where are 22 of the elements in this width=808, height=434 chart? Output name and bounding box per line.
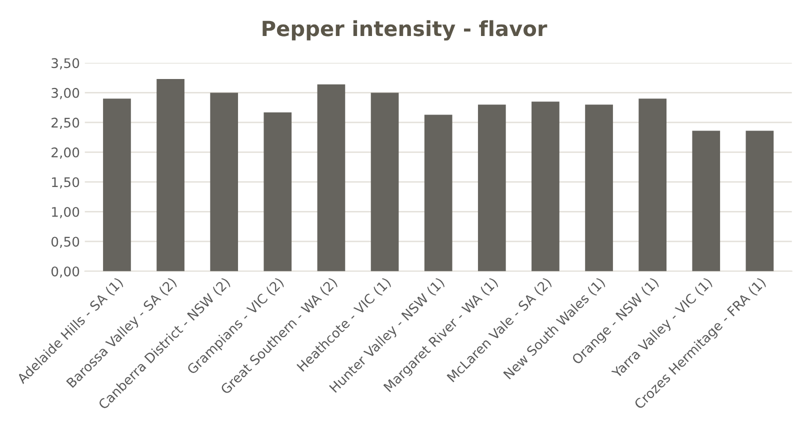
bar xyxy=(210,92,238,272)
y-tick-label: 0,50 xyxy=(51,236,80,248)
bar xyxy=(264,112,292,272)
bar xyxy=(156,79,184,272)
y-tick-label: 2,00 xyxy=(52,147,80,159)
bar xyxy=(532,102,560,272)
bar xyxy=(370,92,399,272)
chart-title: Pepper intensity - flavor xyxy=(262,20,548,41)
bar xyxy=(585,104,613,272)
bar xyxy=(317,84,346,272)
y-tick-label: 3,00 xyxy=(52,88,80,100)
bar xyxy=(692,130,720,272)
bar xyxy=(478,104,506,272)
y-tick-label: 0,00 xyxy=(51,266,80,278)
y-tick-label: 1,00 xyxy=(52,206,80,218)
y-tick-label: 3,50 xyxy=(52,58,80,70)
bar xyxy=(638,98,667,272)
bar xyxy=(103,98,131,272)
y-tick-label: 2,50 xyxy=(52,118,80,129)
y-tick-label: 1,50 xyxy=(52,177,80,189)
bar xyxy=(746,130,774,272)
bar xyxy=(424,114,452,272)
